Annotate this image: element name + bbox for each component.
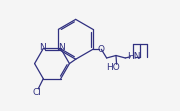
Text: Cl: Cl	[33, 88, 42, 97]
Text: HO: HO	[106, 63, 120, 72]
Text: O: O	[97, 45, 104, 54]
Text: N: N	[58, 43, 65, 52]
Text: N: N	[39, 43, 46, 52]
Text: HN: HN	[127, 52, 140, 61]
